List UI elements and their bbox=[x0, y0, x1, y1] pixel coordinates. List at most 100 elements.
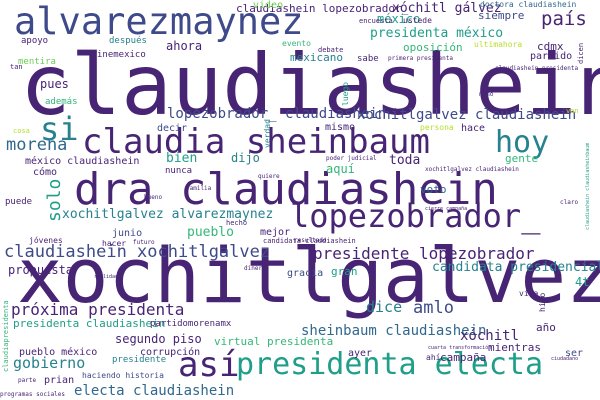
cloud-word: país bbox=[541, 8, 587, 30]
cloud-word: apoyo bbox=[21, 36, 49, 46]
cloud-word: méxico bbox=[377, 12, 421, 26]
cloud-word: parte bbox=[18, 377, 37, 384]
cloud-word: año bbox=[536, 321, 556, 334]
cloud-word: junio bbox=[112, 228, 143, 239]
cloud-word: ciudadano bbox=[551, 356, 579, 362]
cloud-word: presidente bbox=[112, 355, 167, 365]
cloud-word: cdmx bbox=[537, 40, 564, 53]
cloud-word: prian bbox=[44, 375, 75, 386]
cloud-word: mentira bbox=[18, 57, 56, 67]
cloud-word: realidad bbox=[94, 274, 119, 280]
cloud-word: nunca bbox=[165, 166, 193, 176]
cloud-word: segundo piso bbox=[115, 332, 202, 346]
cloud-word: gente bbox=[505, 152, 539, 165]
cloud-word: van bbox=[566, 107, 579, 115]
cloud-word: alvarezmaynez bbox=[14, 0, 304, 43]
cloud-word: mexicano bbox=[290, 51, 343, 64]
cloud-word: decir bbox=[157, 123, 188, 134]
cloud-word: campaña bbox=[440, 351, 487, 364]
cloud-word: xóchitl gálvez bbox=[392, 1, 502, 16]
cloud-word: hace bbox=[461, 123, 486, 134]
cloud-word: claudiashein claudiasheinbaum bbox=[585, 142, 591, 230]
cloud-word: presidente lopezobrador_ bbox=[313, 244, 545, 263]
cloud-word: ser bbox=[565, 348, 584, 359]
cloud-word: xochitlgalvez alvarezmaynez bbox=[62, 207, 274, 222]
cloud-word: mismo bbox=[325, 122, 356, 133]
cloud-word: xochitlgalvez claudiashein bbox=[425, 166, 519, 173]
cloud-word: toda bbox=[389, 153, 421, 168]
cloud-word: ustede bbox=[403, 16, 432, 25]
cloud-word: además bbox=[45, 97, 78, 107]
cloud-word: sheinbaum claudiashein bbox=[301, 323, 487, 339]
cloud-word: ahora bbox=[166, 39, 203, 53]
cloud-word: vida bbox=[519, 289, 539, 298]
cloud-word: siempre bbox=[478, 9, 525, 22]
cloud-word: cierre campaña bbox=[425, 206, 468, 212]
cloud-word: dice bbox=[366, 298, 403, 316]
cloud-word: claudiashein lopezobrador_ bbox=[236, 2, 409, 15]
cloud-word: claudiashein presidenta bbox=[495, 65, 579, 72]
cloud-word: hoy bbox=[495, 125, 550, 160]
cloud-word: 4t bbox=[575, 275, 590, 289]
cloud-word: amlo bbox=[413, 298, 454, 318]
cloud-word: presidenta claudiashein bbox=[13, 317, 166, 330]
cloud-word: partido bbox=[530, 51, 573, 62]
cloud-word: dinero bbox=[244, 265, 266, 272]
cloud-word: ayer bbox=[348, 348, 373, 359]
cloud-word: bueno bbox=[144, 194, 163, 201]
cloud-word: partidomorenamx bbox=[150, 319, 232, 329]
cloud-word: dra claudiashein bbox=[74, 164, 498, 215]
cloud-word: puede bbox=[5, 197, 33, 207]
cloud-word: cómo bbox=[33, 167, 58, 178]
cloud-word: electa claudiashein bbox=[74, 383, 235, 399]
cloud-word: debate bbox=[318, 46, 344, 54]
cloud-word: inemexico bbox=[97, 50, 146, 60]
cloud-word: cuarta transformación bbox=[428, 345, 492, 351]
cloud-word: dijo bbox=[231, 151, 260, 165]
cloud-word: xochitlgalvez claudiashein bbox=[357, 107, 577, 123]
cloud-word: mejor bbox=[260, 227, 291, 238]
cloud-word: xochitlgalvez bbox=[17, 231, 600, 320]
cloud-word: claudia sheinbaum bbox=[82, 122, 430, 162]
cloud-word: cosa bbox=[13, 127, 30, 135]
cloud-word: oposición bbox=[403, 41, 463, 54]
cloud-word: luego bbox=[341, 81, 350, 106]
cloud-word: voto bbox=[420, 183, 447, 196]
cloud-word: verdad bbox=[263, 119, 272, 148]
cloud-word: hizo bbox=[538, 292, 547, 312]
cloud-word: haciendo historia bbox=[82, 371, 164, 380]
cloud-word: después bbox=[109, 36, 147, 46]
cloud-word: ahí bbox=[426, 353, 441, 362]
cloud-word: xóchitl bbox=[460, 328, 520, 344]
cloud-word: dicen bbox=[577, 42, 585, 64]
cloud-word: claudiashein xochitlgalvez bbox=[4, 242, 271, 262]
cloud-word: familia bbox=[186, 185, 212, 192]
cloud-word: claro bbox=[560, 199, 579, 206]
cloud-word: si bbox=[40, 110, 79, 148]
cloud-word: candidata claudiashein bbox=[263, 237, 356, 245]
cloud-word: evento bbox=[282, 39, 311, 48]
cloud-word: video bbox=[253, 0, 284, 11]
cloud-word: virtual presidenta bbox=[214, 335, 334, 348]
cloud-word: bien bbox=[166, 151, 198, 166]
cloud-word: pueblo bbox=[187, 225, 234, 240]
cloud-word: candidata presidencial bbox=[432, 260, 600, 275]
cloud-word: resultado bbox=[294, 237, 327, 244]
cloud-word: sabe bbox=[357, 54, 379, 64]
cloud-word: gobierno bbox=[13, 354, 86, 372]
cloud-word: futuro bbox=[133, 239, 155, 246]
cloud-word: mientras bbox=[488, 341, 541, 354]
cloud-word: pueblo méxico bbox=[19, 347, 98, 358]
cloud-word: morena bbox=[6, 135, 68, 155]
cloud-word: doctora claudiashein bbox=[480, 0, 577, 9]
cloud-word: méxico claudiashein bbox=[25, 156, 140, 167]
cloud-word: tan bbox=[10, 63, 23, 71]
cloud-word: próxima presidenta bbox=[11, 300, 185, 319]
cloud-word: presidenta méxico bbox=[370, 26, 504, 41]
cloud-word: aquí bbox=[326, 162, 355, 176]
cloud-word: encuesta bbox=[359, 17, 393, 25]
cloud-word: persona bbox=[420, 123, 454, 132]
cloud-word: presidenta electa bbox=[236, 347, 544, 382]
cloud-word: ultimahora bbox=[474, 40, 523, 49]
